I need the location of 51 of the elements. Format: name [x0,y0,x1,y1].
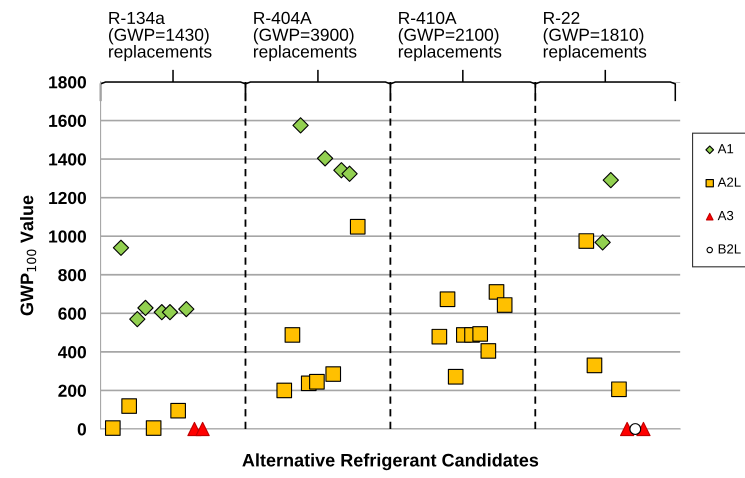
point [350,218,366,235]
point [178,300,194,318]
text: R-134a (GWP=1430) replacements [109,12,212,62]
point [195,422,210,436]
y-tick-label: 1600 [49,114,86,127]
y-tick-label: 200 [58,384,86,397]
point [146,420,162,436]
y-tick-label: 400 [58,346,86,358]
point [104,420,121,436]
point [292,117,309,134]
point [488,284,504,300]
point [121,398,137,414]
legend-label: B2L [718,244,741,254]
text: R-22 (GWP=1810) replacements [544,12,646,62]
legend-label: A1 [718,144,734,154]
point [602,172,619,188]
point [316,150,334,166]
y-tick-label: 1400 [49,153,86,166]
point [496,297,513,313]
y-tick-label: 800 [58,268,86,282]
point [341,166,358,182]
y-tick-label: 0 [78,423,86,436]
point [170,402,186,419]
point [472,326,488,342]
point [611,381,627,398]
point [325,366,342,382]
point [578,233,594,249]
y-tick-label: 1800 [49,76,86,88]
x-axis-title: Alternative Refrigerant Candidates [242,453,538,470]
point [162,304,178,320]
y-tick-label: 600 [58,307,86,320]
point [137,300,154,316]
point [284,327,300,343]
point [629,423,642,435]
point [586,358,602,374]
point [448,368,464,385]
legend-label: A2L [718,177,741,187]
y-tick-label: 1000 [49,230,86,243]
text: R-410A (GWP=2100) replacements [398,12,502,62]
point [112,240,130,256]
point [276,382,292,398]
point [594,234,611,251]
y-tick-label: 1200 [49,192,86,204]
point [480,343,496,359]
y-axis-title: GWP$_{100}$ Value [20,196,36,316]
point [129,310,146,328]
point [432,328,448,344]
point [309,374,325,390]
legend-label: A3 [718,210,734,220]
point [440,291,456,308]
text: R-404A (GWP=3900) replacements [254,12,356,62]
